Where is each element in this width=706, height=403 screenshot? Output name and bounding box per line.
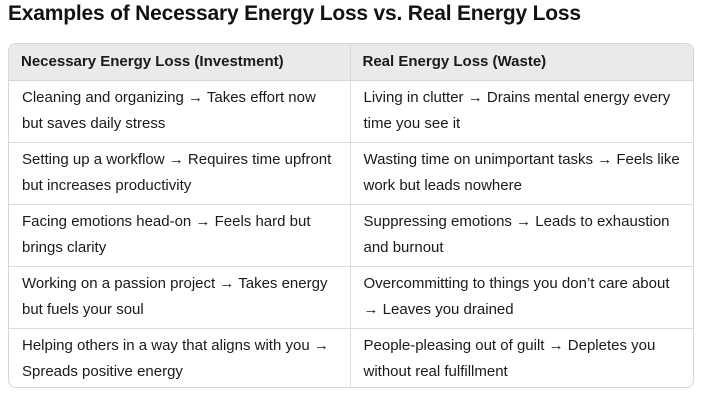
table-cell-real: Overcommitting to things you don’t care … [350, 266, 693, 329]
table-cell-real: Wasting time on unimportant tasks → Feel… [350, 142, 693, 205]
table-header-row: Necessary Energy Loss (Investment) Real … [9, 44, 693, 81]
table-cell-necessary: Working on a passion project → Takes ene… [9, 266, 351, 329]
table-row: Facing emotions head-on → Feels hard but… [9, 204, 693, 267]
comparison-table: Necessary Energy Loss (Investment) Real … [9, 44, 693, 387]
table-row: Helping others in a way that aligns with… [9, 328, 693, 387]
table-cell-real: Suppressing emotions → Leads to exhausti… [350, 204, 693, 267]
table-cell-necessary: Setting up a workflow → Requires time up… [9, 142, 351, 205]
column-header-necessary: Necessary Energy Loss (Investment) [9, 44, 351, 81]
column-header-real: Real Energy Loss (Waste) [350, 44, 693, 81]
table-row: Cleaning and organizing → Takes effort n… [9, 80, 693, 143]
table-cell-necessary: Helping others in a way that aligns with… [9, 328, 351, 387]
table-row: Working on a passion project → Takes ene… [9, 266, 693, 329]
comparison-table-container: Necessary Energy Loss (Investment) Real … [8, 43, 694, 388]
table-cell-necessary: Facing emotions head-on → Feels hard but… [9, 204, 351, 267]
table-cell-necessary: Cleaning and organizing → Takes effort n… [9, 80, 351, 143]
table-cell-real: People-pleasing out of guilt → Depletes … [363, 337, 656, 381]
table-row: Setting up a workflow → Requires time up… [9, 142, 693, 205]
page-title: Examples of Necessary Energy Loss vs. Re… [8, 2, 581, 25]
table-cell-real: Living in clutter → Drains mental energy… [350, 80, 693, 143]
